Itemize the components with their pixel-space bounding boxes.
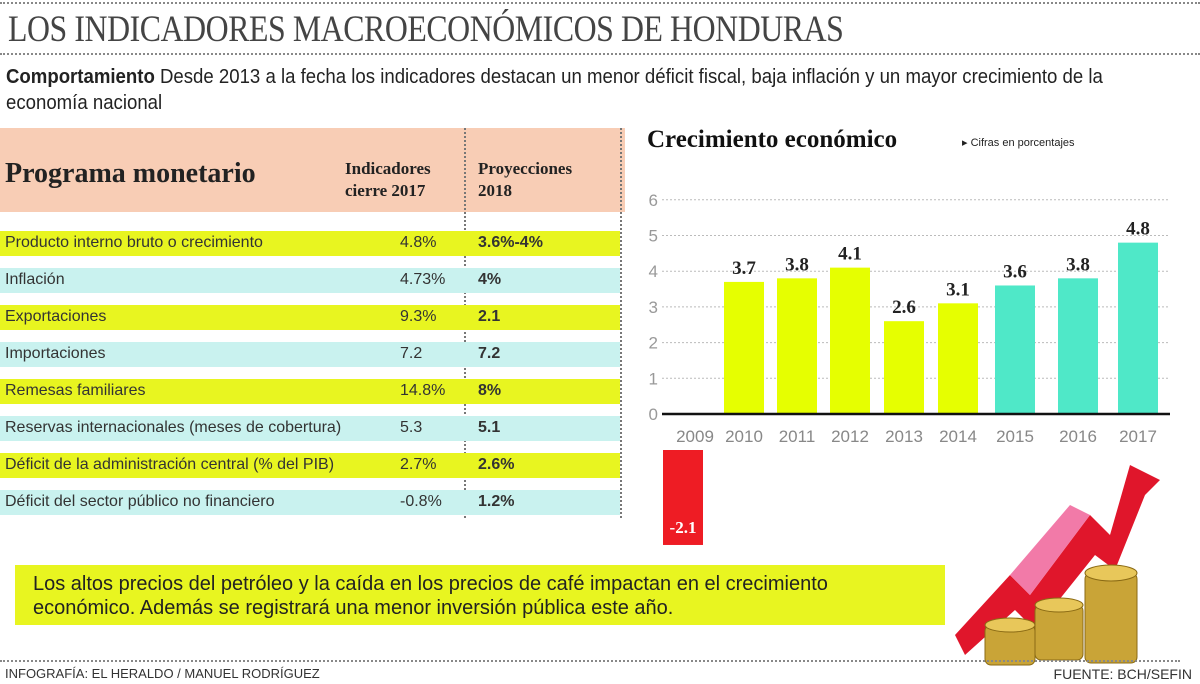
column-header-line: cierre 2017: [345, 181, 426, 200]
value-2017: 4.73%: [400, 271, 446, 288]
chart-title: Crecimiento económico: [647, 126, 898, 153]
value-2018: 1.2%: [478, 493, 515, 510]
value-2017: 9.3%: [400, 308, 437, 325]
source: FUENTE: BCH/SEFIN: [1053, 666, 1192, 682]
column-divider: [620, 128, 622, 518]
y-tick-label: 6: [649, 191, 658, 210]
table-row: Exportaciones 9.3% 2.1: [0, 305, 620, 330]
x-tick-label: 2013: [885, 427, 923, 446]
bar: [663, 450, 703, 545]
bar: [1058, 278, 1098, 414]
data-label: 4.1: [838, 244, 862, 265]
column-header-line: 2018: [478, 181, 512, 200]
bar: [724, 281, 764, 414]
value-2018: 4%: [478, 271, 502, 288]
divider: [0, 2, 1200, 4]
x-tick-label: 2015: [996, 427, 1034, 446]
subtitle: Comportamiento Desde 2013 a la fecha los…: [6, 64, 1103, 116]
subtitle-lead: Comportamiento: [6, 66, 155, 88]
value-2018: 5.1: [478, 419, 501, 436]
data-label: 3.8: [785, 254, 809, 275]
row-label: Reservas internacionales (meses de cober…: [5, 419, 342, 436]
data-label: 2.6: [892, 297, 916, 318]
note-text: Los altos precios del petróleo y la caíd…: [33, 573, 828, 619]
bar: [995, 285, 1035, 414]
chart-subtitle: ▸ Cifras en porcentajes: [962, 137, 1075, 149]
table-row: Reservas internacionales (meses de cober…: [0, 416, 620, 441]
value-2018: 7.2: [478, 345, 501, 362]
x-tick-label: 2009: [676, 427, 714, 446]
column-header-2017: Indicadores cierre 2017: [345, 158, 431, 202]
value-2018: 3.6%-4%: [478, 234, 543, 251]
note-box: Los altos precios del petróleo y la caíd…: [15, 565, 945, 625]
chart-subtitle-text: Cifras en porcentajes: [970, 137, 1075, 149]
y-tick-label: 1: [649, 369, 658, 388]
x-tick-label: 2010: [725, 427, 763, 446]
credit: INFOGRAFÍA: EL HERALDO / MANUEL RODRÍGUE…: [5, 666, 320, 681]
table-row: Importaciones 7.2 7.2: [0, 342, 620, 367]
row-label: Déficit de la administración central (% …: [5, 456, 335, 473]
coins-arrow-illustration: [955, 465, 1160, 666]
value-2017: -0.8%: [400, 493, 442, 510]
y-tick-label: 5: [649, 227, 658, 246]
x-tick-label: 2012: [831, 427, 869, 446]
bar: [777, 278, 817, 414]
table-row: Déficit de la administración central (% …: [0, 453, 620, 478]
data-label: 4.8: [1126, 219, 1150, 240]
y-tick-label: 2: [649, 334, 658, 353]
data-label: 3.1: [946, 279, 970, 300]
row-label: Exportaciones: [5, 308, 107, 325]
value-2018: 2.6%: [478, 456, 515, 473]
table-header: Programa monetario Indicadores cierre 201…: [0, 128, 625, 212]
bar: [1118, 242, 1158, 414]
x-tick-label: 2016: [1059, 427, 1097, 446]
table-row: Déficit del sector público no financiero…: [0, 490, 620, 515]
table-row: Producto interno bruto o crecimiento 4.8%…: [0, 231, 620, 256]
x-tick-label: 2017: [1119, 427, 1157, 446]
page-title: LOS INDICADORES MACROECONÓMICOS DE HONDU…: [8, 9, 844, 50]
data-label: 3.6: [1003, 261, 1027, 282]
y-tick-label: 3: [649, 298, 658, 317]
bar: [884, 321, 924, 414]
value-2017: 7.2: [400, 345, 423, 362]
value-2018: 2.1: [478, 308, 501, 325]
table-title: Programa monetario: [5, 158, 256, 189]
column-header-line: Proyecciones: [478, 159, 573, 178]
row-label: Déficit del sector público no financiero: [5, 493, 275, 510]
data-label: 3.8: [1066, 254, 1090, 275]
column-header-line: Indicadores: [345, 159, 431, 178]
divider: [0, 660, 1180, 662]
bar: [830, 267, 870, 414]
table-row: Remesas familiares 14.8% 8%: [0, 379, 620, 404]
bar: [938, 303, 978, 414]
value-2017: 4.8%: [400, 234, 437, 251]
divider: [0, 53, 1200, 55]
column-header-2018: Proyecciones 2018: [478, 158, 572, 202]
y-tick-label: 0: [649, 405, 658, 424]
table-row: Inflación 4.73% 4%: [0, 268, 620, 293]
subtitle-text: Desde 2013 a la fecha los indicadores de…: [6, 66, 1103, 114]
value-2018: 8%: [478, 382, 502, 399]
data-label: 3.7: [732, 258, 756, 279]
y-tick-label: 4: [649, 262, 658, 281]
value-2017: 5.3: [400, 419, 423, 436]
row-label: Inflación: [5, 271, 65, 288]
value-2017: 14.8%: [400, 382, 446, 399]
row-label: Remesas familiares: [5, 382, 146, 399]
row-label: Importaciones: [5, 345, 106, 362]
x-tick-label: 2014: [939, 427, 977, 446]
value-2017: 2.7%: [400, 456, 437, 473]
row-label: Producto interno bruto o crecimiento: [5, 234, 263, 251]
data-label: -2.1: [670, 518, 697, 537]
x-tick-label: 2011: [779, 427, 816, 446]
